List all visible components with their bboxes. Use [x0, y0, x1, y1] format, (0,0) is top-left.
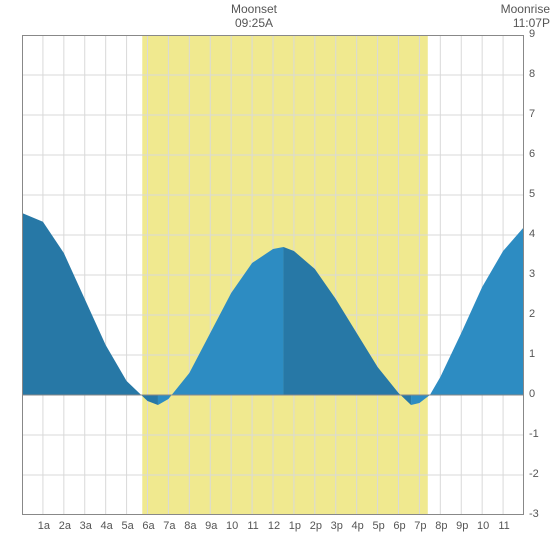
x-tick: 9a — [201, 520, 221, 532]
x-tick: 11 — [243, 520, 263, 532]
y-tick: -3 — [529, 508, 539, 520]
y-tick: 9 — [529, 28, 535, 40]
y-tick: 3 — [529, 268, 535, 280]
x-tick: 2a — [55, 520, 75, 532]
y-tick: 7 — [529, 108, 535, 120]
moonset-time: 09:25A — [235, 16, 273, 30]
y-tick: -1 — [529, 428, 539, 440]
moonset-label: Moonset 09:25A — [214, 2, 294, 31]
x-tick: 2p — [306, 520, 326, 532]
x-tick: 7a — [159, 520, 179, 532]
x-tick: 10 — [222, 520, 242, 532]
y-tick: 2 — [529, 308, 535, 320]
tide-chart: Moonset 09:25A Moonrise 11:07P -3-2-1012… — [0, 0, 550, 550]
x-tick: 6a — [139, 520, 159, 532]
y-tick: -2 — [529, 468, 539, 480]
moonset-title: Moonset — [231, 2, 277, 16]
x-tick: 1p — [285, 520, 305, 532]
y-tick: 6 — [529, 148, 535, 160]
x-tick: 1a — [34, 520, 54, 532]
x-tick: 10 — [473, 520, 493, 532]
x-tick: 4p — [348, 520, 368, 532]
x-tick: 8a — [180, 520, 200, 532]
x-tick: 5a — [118, 520, 138, 532]
x-tick: 12 — [264, 520, 284, 532]
x-tick: 9p — [452, 520, 472, 532]
moonrise-title: Moonrise — [501, 2, 550, 16]
x-tick: 8p — [431, 520, 451, 532]
y-tick: 0 — [529, 388, 535, 400]
y-tick: 1 — [529, 348, 535, 360]
x-tick: 5p — [369, 520, 389, 532]
y-tick: 5 — [529, 188, 535, 200]
x-tick: 3p — [327, 520, 347, 532]
x-tick: 6p — [390, 520, 410, 532]
x-tick: 11 — [494, 520, 514, 532]
plot-area — [22, 35, 524, 515]
moonrise-label: Moonrise 11:07P — [490, 2, 550, 31]
y-tick: 8 — [529, 68, 535, 80]
x-tick: 7p — [410, 520, 430, 532]
y-tick: 4 — [529, 228, 535, 240]
x-tick: 4a — [97, 520, 117, 532]
x-tick: 3a — [76, 520, 96, 532]
